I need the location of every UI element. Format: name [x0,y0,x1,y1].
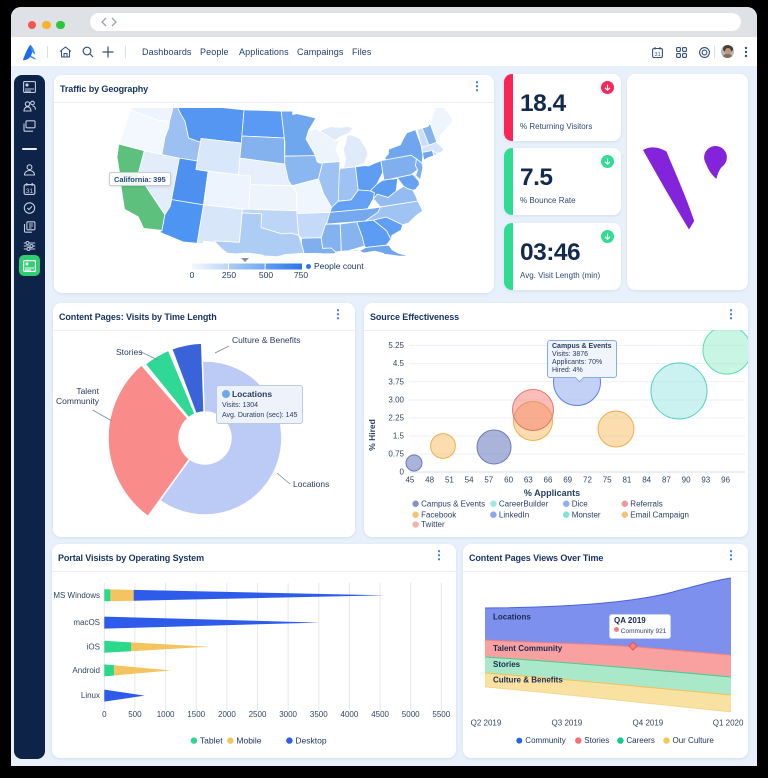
svg-text:Desktop: Desktop [295,735,326,745]
svg-text:Email Campaign: Email Campaign [630,510,689,519]
svg-text:31: 31 [26,188,34,195]
svg-text:Twitter: Twitter [421,520,445,529]
svg-text:63: 63 [524,476,533,485]
svg-text:Campus & Events: Campus & Events [421,500,485,509]
svg-text:Locations: Locations [493,613,531,622]
svg-text:Facebook: Facebook [421,510,457,519]
svg-text:iOS: iOS [87,642,100,651]
svg-text:500: 500 [128,710,142,719]
svg-text:5000: 5000 [402,710,420,719]
svg-text:0.75: 0.75 [388,450,404,459]
svg-text:5.25: 5.25 [388,341,404,350]
svg-text:Talent Community: Talent Community [493,644,563,653]
svg-text:Stories: Stories [584,736,609,745]
svg-text:4000: 4000 [341,710,359,719]
svg-text:81: 81 [622,476,631,485]
svg-text:57: 57 [484,476,493,485]
svg-text:Referrals: Referrals [630,500,662,509]
svg-text:48: 48 [425,476,434,485]
svg-text:45: 45 [405,476,414,485]
svg-text:93: 93 [701,476,710,485]
svg-text:0: 0 [400,468,405,477]
svg-text:3500: 3500 [310,710,328,719]
svg-text:31: 31 [655,52,661,58]
svg-text:4500: 4500 [371,710,389,719]
svg-text:2000: 2000 [218,710,236,719]
svg-text:75: 75 [603,476,612,485]
svg-text:1.5: 1.5 [393,432,405,441]
svg-text:66: 66 [544,476,553,485]
svg-text:2.25: 2.25 [388,414,404,423]
svg-text:Careers: Careers [626,736,654,745]
svg-text:Tablet: Tablet [200,735,223,745]
svg-text:Stories: Stories [493,660,521,669]
svg-text:69: 69 [563,476,572,485]
svg-text:4.5: 4.5 [393,359,405,368]
svg-text:Q3 2019: Q3 2019 [552,719,583,728]
svg-text:CareerBuilder: CareerBuilder [499,500,549,509]
svg-text:2500: 2500 [249,710,267,719]
svg-text:96: 96 [721,476,730,485]
svg-text:Culture & Benefits: Culture & Benefits [493,676,563,685]
svg-text:Our Culture: Our Culture [673,736,715,745]
svg-text:5500: 5500 [432,710,450,719]
svg-text:51: 51 [445,476,454,485]
svg-text:LinkedIn: LinkedIn [499,510,529,519]
svg-text:54: 54 [465,476,474,485]
svg-text:% Applicants: % Applicants [524,488,580,498]
svg-text:1000: 1000 [157,710,175,719]
svg-text:90: 90 [682,476,691,485]
svg-text:Monster: Monster [572,510,601,519]
svg-text:Dice: Dice [572,500,589,509]
svg-text:0: 0 [102,710,107,719]
svg-text:% Hired: % Hired [367,419,377,451]
svg-text:3.75: 3.75 [388,377,404,386]
svg-text:Mobile: Mobile [236,735,261,745]
svg-text:72: 72 [583,476,592,485]
svg-text:MS Windows: MS Windows [53,591,100,600]
svg-text:1500: 1500 [187,710,205,719]
svg-text:Community: Community [525,736,565,745]
svg-text:Linux: Linux [81,691,100,700]
svg-text:3000: 3000 [279,710,297,719]
svg-text:87: 87 [662,476,671,485]
svg-text:macOS: macOS [73,618,100,627]
svg-text:Q2 2019: Q2 2019 [471,719,502,728]
svg-text:Q1 2020: Q1 2020 [713,719,744,728]
svg-text:Q4 2019: Q4 2019 [633,719,664,728]
svg-text:3.00: 3.00 [388,396,404,405]
svg-text:Android: Android [72,666,100,675]
svg-text:84: 84 [642,476,651,485]
svg-text:60: 60 [504,476,513,485]
